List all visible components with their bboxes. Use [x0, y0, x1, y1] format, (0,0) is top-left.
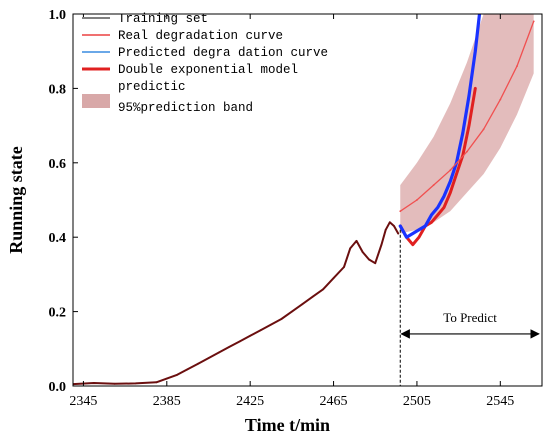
series-real-degradation-curve-point	[416, 199, 418, 201]
x-tick-label: 2385	[153, 394, 181, 409]
y-tick-label: 1.0	[49, 8, 67, 23]
x-tick-label: 2545	[486, 394, 514, 409]
series-double-exponential-model-point	[468, 124, 470, 127]
series-double-exponential-model-point	[418, 236, 420, 239]
to-predict-label: To Predict	[443, 310, 497, 325]
series-training-set-point	[393, 225, 395, 227]
series-predicted-degra-dation-curve-point	[443, 195, 445, 198]
series-training-set-point	[349, 247, 352, 250]
series-predicted-degra-dation-curve-point	[468, 94, 470, 97]
series-training-set-point	[384, 228, 387, 231]
series-real-degradation-curve-point	[499, 98, 502, 101]
x-tick-label: 2465	[320, 394, 348, 409]
legend-item-double-exponential-model-label: Double exponential model	[118, 63, 298, 77]
series-training-set-point	[218, 351, 220, 354]
series-training-set-point	[176, 373, 179, 376]
x-axis-title: Time t/min	[245, 415, 330, 435]
series-predicted-degra-dation-curve-point	[424, 225, 427, 227]
series-training-set-point	[291, 310, 293, 313]
series-double-exponential-model-point	[436, 214, 439, 216]
annotation-layer: To Predict	[399, 229, 540, 386]
series-training-set-point	[343, 266, 345, 268]
prediction-band	[400, 14, 534, 234]
x-tick-label: 2505	[403, 394, 431, 409]
series-training-set-point	[249, 334, 252, 337]
series-training-set-point	[332, 277, 335, 279]
x-tick-label: 2345	[69, 394, 97, 409]
series-predicted-degra-dation-curve-line	[398, 14, 482, 239]
series-predicted-degra-dation-curve-point	[449, 180, 452, 183]
legend: Training set Real degradation curve Predic…	[82, 12, 328, 115]
legend-item-training-set-label: Training set	[118, 12, 208, 26]
y-tick-label: 0.8	[49, 82, 67, 97]
y-axis-title: Running state	[6, 146, 26, 254]
series-training-set-point	[270, 323, 272, 326]
series-double-exponential-model-point	[443, 206, 445, 209]
series-training-set-point	[259, 329, 262, 332]
series-double-exponential-model-point	[430, 221, 433, 224]
legend-item-95-prediction-band-label: 95%prediction band	[118, 101, 253, 115]
series-double-exponential-model-point	[411, 243, 414, 246]
y-tick-label: 0.2	[49, 306, 67, 321]
series-real-degradation-curve-point	[516, 65, 518, 67]
series-double-exponential-model-point	[455, 173, 458, 175]
series-double-exponential-model-point	[449, 191, 452, 194]
series-training-set-point	[197, 362, 200, 365]
series-real-degradation-curve-point	[399, 210, 402, 213]
series-training-set-point	[355, 240, 358, 242]
legend-item-95-prediction-band-swatch	[82, 94, 110, 108]
legend-item-predictic-label: predictic	[118, 80, 186, 94]
axes-layer: 2345 2385 2425 2465 2505 2545 0.0 0.2 0.4 0.6 0.8 1…	[6, 8, 514, 435]
series-training-set-point	[322, 288, 324, 291]
series-training-set-point	[380, 243, 383, 246]
y-tick-label: 0.6	[49, 157, 67, 172]
series-layer	[73, 14, 535, 386]
series-training-set-point	[113, 382, 116, 385]
series-predicted-degra-dation-curve-point	[405, 236, 408, 239]
series-training-set-point	[155, 381, 158, 384]
series-training-set-point	[311, 295, 314, 298]
plot-frame	[72, 13, 543, 387]
series-training-set-point	[374, 262, 377, 265]
series-double-exponential-model-point	[474, 87, 477, 90]
series-training-set-point	[388, 221, 391, 224]
series-predicted-degra-dation-curve-point	[461, 132, 464, 134]
series-training-set-point	[186, 368, 189, 371]
series-predicted-degra-dation-curve-point	[474, 50, 477, 53]
series-training-set-line	[73, 221, 400, 386]
series-predicted-degra-dation-curve-point	[430, 214, 433, 216]
y-tick-label: 0.0	[49, 380, 67, 395]
series-predicted-degra-dation-curve-point	[436, 206, 439, 209]
series-training-set-point	[228, 346, 231, 348]
legend-item-real-degradation-curve-label: Real degradation curve	[118, 29, 283, 43]
series-training-set-point	[92, 382, 95, 384]
series-real-degradation-curve-point	[432, 184, 435, 187]
series-real-degradation-curve-point	[466, 150, 468, 153]
series-training-set-point	[301, 303, 304, 306]
series-real-degradation-curve-point	[449, 169, 452, 172]
prediction-band-layer	[400, 14, 534, 234]
series-training-set-point	[361, 251, 364, 254]
series-predicted-degra-dation-curve-point	[418, 228, 420, 231]
series-training-set-point	[280, 318, 283, 320]
series-training-set-point	[165, 377, 168, 380]
series-training-set-point	[207, 357, 210, 359]
series-predicted-degra-dation-curve-point	[399, 225, 402, 227]
legend-item-predicted-degra-dation-curve-label: Predicted degra dation curve	[118, 46, 328, 60]
y-tick-label: 0.4	[49, 231, 67, 246]
x-tick-label: 2425	[236, 394, 264, 409]
series-training-set-point	[134, 382, 137, 385]
series-training-set-point	[397, 232, 400, 235]
series-training-set-point	[238, 340, 241, 343]
series-training-set-point	[368, 258, 370, 261]
series-real-degradation-curve-point	[532, 20, 535, 23]
series-predicted-degra-dation-curve-point	[411, 232, 414, 235]
series-real-degradation-curve-point	[482, 128, 485, 131]
